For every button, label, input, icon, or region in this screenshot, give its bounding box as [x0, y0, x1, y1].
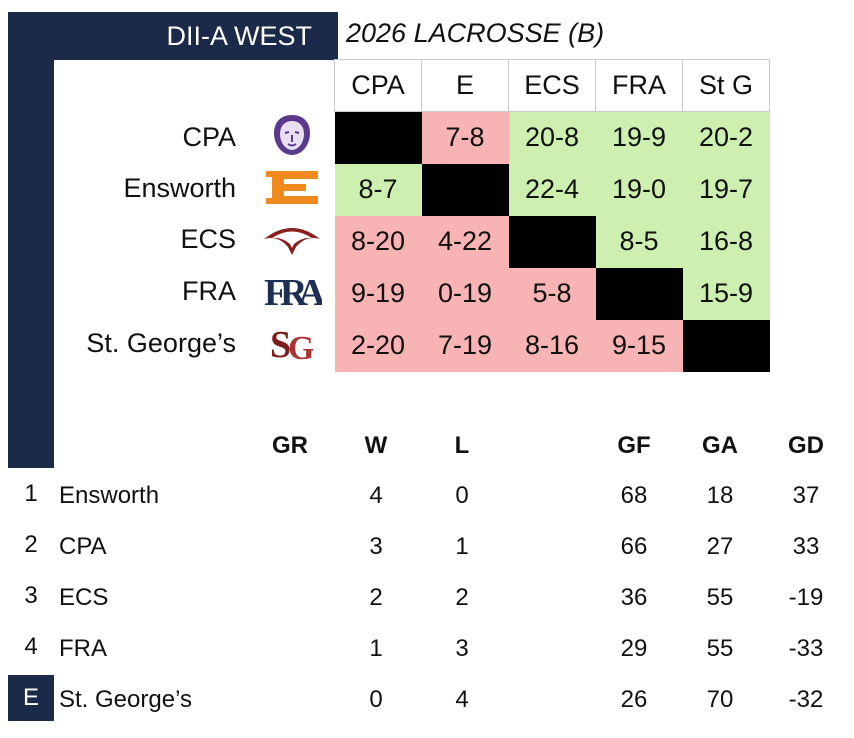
header-l: L — [454, 432, 470, 459]
matrix-row: 2-20 7-19 8-16 9-15 — [334, 319, 770, 372]
matrix-header-row: CPA E ECS FRA St G — [334, 59, 770, 112]
header-ga: GA — [702, 432, 738, 459]
rank-cell-eliminated: E — [8, 675, 54, 721]
gd-cell: -19 — [788, 584, 824, 611]
matrix-team-label: CPA — [182, 122, 236, 152]
matrix-team-label: St. George’s — [86, 328, 236, 358]
result-cell: 9-15 — [595, 319, 683, 372]
result-cell: 5-8 — [508, 267, 596, 320]
wins-cell: 0 — [369, 686, 383, 713]
rank-cell: 4 — [24, 633, 38, 660]
gd-cell: 37 — [792, 482, 820, 509]
losses-cell: 0 — [455, 482, 469, 509]
svg-text:G: G — [288, 330, 314, 363]
wins-cell: 3 — [369, 533, 383, 560]
matrix-row: 9-19 0-19 5-8 15-9 — [334, 267, 770, 320]
column-header: CPA — [334, 59, 422, 112]
wins-cell: 1 — [369, 635, 383, 662]
gf-cell: 26 — [620, 686, 648, 713]
result-cell: 4-22 — [421, 215, 509, 268]
gf-cell: 68 — [620, 482, 648, 509]
matrix-team-label: ECS — [180, 224, 236, 254]
column-header: St G — [682, 59, 770, 112]
result-cell: 16-8 — [682, 215, 770, 268]
gd-cell: -33 — [788, 635, 824, 662]
result-cell: 20-2 — [682, 111, 770, 164]
team-name: Ensworth — [59, 482, 160, 509]
team-name: St. George’s — [59, 686, 192, 713]
result-cell: 7-8 — [421, 111, 509, 164]
header-gr: GR — [272, 432, 308, 459]
division-banner: DII-A WEST — [8, 12, 338, 60]
season-title: 2026 LACROSSE (B) — [346, 18, 605, 48]
result-cell: 9-19 — [334, 267, 422, 320]
svg-text:R: R — [280, 272, 308, 311]
header-w: W — [364, 432, 388, 459]
gd-cell: 33 — [792, 533, 820, 560]
result-cell: 15-9 — [682, 267, 770, 320]
matrix-row: 8-20 4-22 8-5 16-8 — [334, 215, 770, 268]
matrix-team-label: Ensworth — [123, 173, 236, 203]
result-cell: 19-7 — [682, 163, 770, 216]
header-gf: GF — [617, 432, 651, 459]
result-cell — [682, 319, 770, 372]
result-cell: 19-0 — [595, 163, 683, 216]
matrix-row: 8-7 22-4 19-0 19-7 — [334, 163, 770, 216]
gf-cell: 66 — [620, 533, 648, 560]
e-logo-icon — [266, 171, 318, 204]
result-cell: 20-8 — [508, 111, 596, 164]
left-accent-bar — [8, 12, 54, 468]
ga-cell: 27 — [706, 533, 734, 560]
gf-cell: 29 — [620, 635, 648, 662]
lion-icon — [274, 115, 310, 155]
result-cell — [508, 215, 596, 268]
result-cell: 8-20 — [334, 215, 422, 268]
team-name: FRA — [59, 635, 107, 662]
gf-cell: 36 — [620, 584, 648, 611]
losses-cell: 2 — [455, 584, 469, 611]
sg-logo-icon: S G — [270, 324, 314, 363]
team-name: ECS — [59, 584, 109, 611]
eagle-icon — [264, 228, 320, 255]
header-gd: GD — [788, 432, 824, 459]
svg-text:S: S — [270, 324, 291, 363]
column-header: ECS — [508, 59, 596, 112]
result-cell: 22-4 — [508, 163, 596, 216]
matrix-row: 7-8 20-8 19-9 20-2 — [334, 111, 770, 164]
result-cell: 8-5 — [595, 215, 683, 268]
team-name: CPA — [59, 533, 107, 560]
result-cell: 7-19 — [421, 319, 509, 372]
result-cell: 19-9 — [595, 111, 683, 164]
ga-cell: 55 — [706, 584, 734, 611]
result-cell: 0-19 — [421, 267, 509, 320]
wins-cell: 4 — [369, 482, 383, 509]
rank-cell: 2 — [24, 531, 38, 558]
losses-cell: 4 — [455, 686, 469, 713]
result-cell — [334, 111, 422, 164]
svg-text:A: A — [298, 272, 322, 311]
svg-text:F: F — [264, 272, 287, 311]
result-cell: 8-7 — [334, 163, 422, 216]
rank-cell: 1 — [24, 480, 38, 507]
losses-cell: 3 — [455, 635, 469, 662]
ga-cell: 55 — [706, 635, 734, 662]
results-matrix: CPA E ECS FRA St G 7-8 20-8 19-9 20-2 8-… — [334, 59, 770, 372]
result-cell — [595, 267, 683, 320]
column-header: E — [421, 59, 509, 112]
result-cell: 2-20 — [334, 319, 422, 372]
losses-cell: 1 — [455, 533, 469, 560]
fra-logo-icon: F R A — [264, 272, 322, 311]
ga-cell: 18 — [706, 482, 734, 509]
column-header: FRA — [595, 59, 683, 112]
rank-cell: 3 — [24, 582, 38, 609]
result-cell — [421, 163, 509, 216]
gd-cell: -32 — [788, 686, 824, 713]
wins-cell: 2 — [369, 584, 383, 611]
matrix-team-label: FRA — [182, 276, 236, 306]
result-cell: 8-16 — [508, 319, 596, 372]
division-title: DII-A WEST — [166, 21, 312, 51]
ga-cell: 70 — [706, 686, 734, 713]
